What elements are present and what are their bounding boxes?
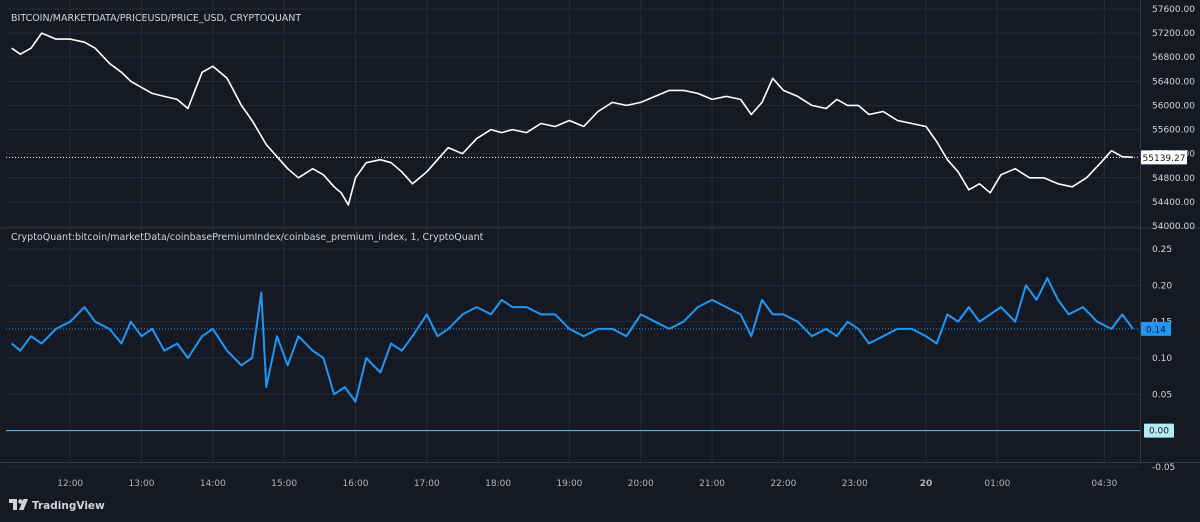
time-tick-label: 19:00 xyxy=(556,479,582,489)
price-series-line xyxy=(11,32,1133,206)
price-pane-title: BITCOIN/MARKETDATA/PRICEUSD/PRICE_USD, C… xyxy=(11,13,301,24)
premium-pane-title: CryptoQuant:bitcoin/marketData/coinbaseP… xyxy=(11,232,484,243)
time-tick-label: 16:00 xyxy=(343,479,369,489)
time-tick-label: 13:00 xyxy=(129,479,155,489)
time-tick-label: 04:30 xyxy=(1091,479,1117,489)
time-tick-label: 20:00 xyxy=(628,479,654,489)
time-tick-label: 01:00 xyxy=(984,479,1010,489)
value-tick-label: 0.20 xyxy=(1152,281,1172,291)
value-tick-label: 0.10 xyxy=(1152,354,1172,364)
last-value-label: 0.14 xyxy=(1146,325,1166,335)
premium-series-line xyxy=(11,277,1134,403)
value-tick-label: -0.05 xyxy=(1152,463,1175,473)
value-tick-label: 56800.00 xyxy=(1152,53,1195,63)
time-tick-label: 20 xyxy=(920,479,933,489)
last-value-label-box xyxy=(1141,150,1187,165)
last-value-label: 55139.27 xyxy=(1143,154,1186,164)
value-tick-label: 54000.00 xyxy=(1152,222,1195,232)
time-tick-label: 14:00 xyxy=(200,479,226,489)
time-tick-label: 22:00 xyxy=(770,479,796,489)
value-tick-label: 57600.00 xyxy=(1152,5,1195,15)
value-tick-label: 57200.00 xyxy=(1152,29,1195,39)
value-tick-label: 56400.00 xyxy=(1152,77,1195,87)
grid-layer xyxy=(6,0,1140,468)
time-tick-label: 21:00 xyxy=(699,479,725,489)
value-tick-label: 55600.00 xyxy=(1152,126,1195,136)
value-tick-label: 0.05 xyxy=(1152,390,1172,400)
axis-layer: 12:00 13:00 14:00 15:00 16:00 17:00 18:00 19:00… xyxy=(0,0,1200,489)
last-value-label-box xyxy=(1141,321,1171,336)
time-tick-label: 12:00 xyxy=(57,479,83,489)
tradingview-brand[interactable]: TradingView xyxy=(9,499,105,512)
zero-value-label: 0.00 xyxy=(1149,427,1169,437)
time-tick-label: 23:00 xyxy=(842,479,868,489)
value-tick-label: 0.25 xyxy=(1152,245,1172,255)
value-tick-label: 54800.00 xyxy=(1152,174,1195,184)
value-tick-label: 54400.00 xyxy=(1152,198,1195,208)
tradingview-logo-icon xyxy=(9,499,28,510)
time-tick-label: 18:00 xyxy=(485,479,511,489)
series-layer xyxy=(6,32,1140,432)
time-tick-label: 17:00 xyxy=(414,479,440,489)
value-tick-label: 56000.00 xyxy=(1152,101,1195,111)
tradingview-wordmark: TradingView xyxy=(32,500,105,512)
time-tick-label: 15:00 xyxy=(271,479,297,489)
zero-label-box xyxy=(1144,423,1174,438)
